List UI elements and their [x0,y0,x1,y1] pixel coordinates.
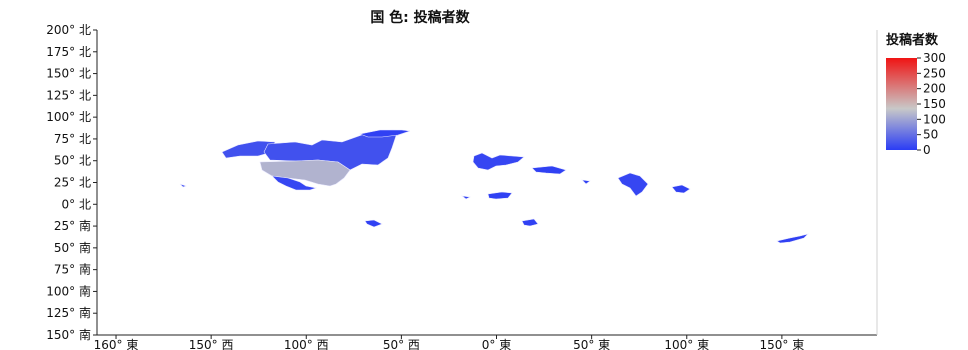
y-tick-label: 100° 北 [46,110,91,124]
legend-tick-label: 150 [923,97,946,111]
region-middle-east [531,165,567,175]
x-tick-label: 100° 東 [664,338,709,350]
region-russia-west [460,195,472,200]
y-tick-label: 150° 南 [46,327,91,342]
y-tick-label: 125° 北 [46,88,91,102]
y-tick-label: 75° 北 [54,132,91,146]
x-tick-label: 50° 東 [573,338,610,350]
x-tick-label: 150° 東 [760,338,805,350]
y-axis-ticks: 200° 北 175° 北 150° 北 125° 北 100° 北 75° 北 50° 北… [46,23,97,342]
region-india [617,172,649,197]
region-mexico [271,175,318,191]
x-axis-ticks: 160° 東 150° 西 100° 西 50° 西 0° 東 50° 東 100° 東 15… [94,335,805,350]
legend-tick-label: 0 [923,143,931,157]
x-tick-label: 150° 西 [189,338,234,350]
y-tick-label: 150° 北 [46,67,91,81]
legend-color-bar [886,58,917,150]
region-hawaii [179,183,187,188]
legend-tick-label: 250 [923,66,946,80]
x-tick-label: 160° 東 [94,338,139,350]
y-tick-label: 50° 南 [54,240,91,255]
legend-tick-label: 50 [923,128,938,142]
y-tick-label: 200° 北 [46,23,91,37]
region-greenland [358,129,411,138]
region-japan [581,179,591,185]
region-se-asia [671,184,691,194]
legend-tick-label: 100 [923,112,946,126]
y-tick-label: 125° 南 [46,305,91,320]
y-tick-label: 25° 南 [54,218,91,233]
region-brazil [364,219,383,228]
y-tick-label: 0° 北 [62,197,91,211]
region-southern-africa [521,218,539,227]
y-tick-label: 175° 北 [46,45,91,59]
legend-tick-label: 300 [923,51,946,65]
region-africa-west [487,191,513,200]
y-tick-label: 25° 北 [54,176,91,190]
region-usa [259,159,351,187]
region-new-zealand [776,233,809,244]
legend-tick-label: 200 [923,82,946,96]
y-tick-label: 75° 南 [54,262,91,277]
x-tick-label: 50° 西 [383,338,420,350]
y-tick-label: 50° 北 [54,154,91,168]
x-tick-label: 100° 西 [284,338,329,350]
chart-title: 国 色: 投稿者数 [370,9,470,26]
x-tick-label: 0° 東 [482,338,511,350]
map-regions [179,129,809,244]
legend-title: 投稿者数 [886,32,939,48]
y-tick-label: 100° 南 [46,283,91,298]
region-europe [472,152,525,171]
